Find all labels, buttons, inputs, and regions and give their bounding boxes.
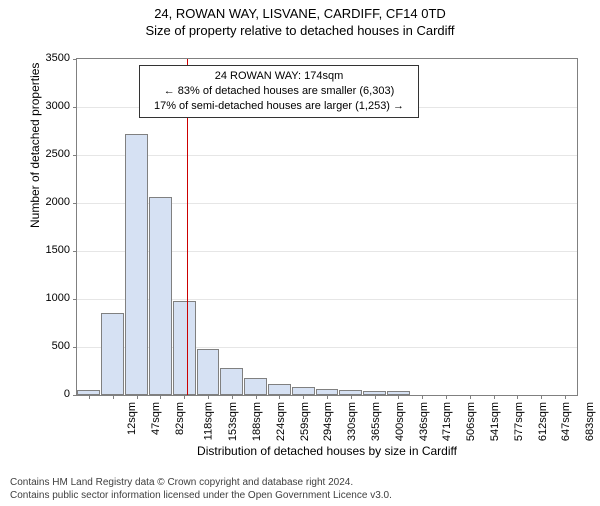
y-axis-label: Number of detached properties (28, 63, 42, 228)
xtick-mark (327, 395, 328, 399)
ytick-mark (73, 107, 77, 108)
xtick-label: 82sqm (174, 402, 186, 435)
xtick-mark (89, 395, 90, 399)
xtick-mark (113, 395, 114, 399)
xtick-mark (422, 395, 423, 399)
gridline (77, 155, 577, 156)
xtick-mark (279, 395, 280, 399)
xtick-mark (208, 395, 209, 399)
xtick-mark (398, 395, 399, 399)
x-axis-label: Distribution of detached houses by size … (76, 444, 578, 458)
xtick-label: 647sqm (561, 402, 573, 441)
xtick-mark (565, 395, 566, 399)
xtick-mark (351, 395, 352, 399)
footer-attribution: Contains HM Land Registry data © Crown c… (10, 477, 392, 502)
xtick-label: 224sqm (275, 402, 287, 441)
xtick-mark (184, 395, 185, 399)
ytick-mark (73, 395, 77, 396)
histogram-bar (220, 368, 243, 395)
xtick-label: 47sqm (150, 402, 162, 435)
plot-container: Number of detached properties 24 ROWAN W… (48, 58, 578, 428)
ytick-label: 3000 (46, 100, 70, 112)
xtick-mark (494, 395, 495, 399)
xtick-mark (232, 395, 233, 399)
chart-title: 24, ROWAN WAY, LISVANE, CARDIFF, CF14 0T… (0, 6, 600, 21)
histogram-bar (101, 313, 124, 395)
xtick-mark (375, 395, 376, 399)
annotation-line: ← 83% of detached houses are smaller (6,… (146, 84, 412, 99)
xtick-label: 153sqm (227, 402, 239, 441)
xtick-label: 612sqm (537, 402, 549, 441)
ytick-mark (73, 59, 77, 60)
footer-line2: Contains public sector information licen… (10, 490, 392, 503)
xtick-label: 471sqm (442, 402, 454, 441)
xtick-label: 577sqm (513, 402, 525, 441)
ytick-mark (73, 203, 77, 204)
ytick-mark (73, 299, 77, 300)
xtick-label: 188sqm (251, 402, 263, 441)
ytick-label: 1000 (46, 292, 70, 304)
xtick-mark (160, 395, 161, 399)
ytick-label: 0 (64, 388, 70, 400)
plot-area: 24 ROWAN WAY: 174sqm← 83% of detached ho… (76, 58, 578, 396)
histogram-bar (292, 387, 315, 395)
annotation-line: 24 ROWAN WAY: 174sqm (146, 69, 412, 84)
xtick-label: 400sqm (394, 402, 406, 441)
xtick-mark (256, 395, 257, 399)
ytick-label: 500 (52, 340, 70, 352)
xtick-mark (541, 395, 542, 399)
xtick-mark (446, 395, 447, 399)
ytick-mark (73, 251, 77, 252)
ytick-mark (73, 347, 77, 348)
ytick-label: 1500 (46, 244, 70, 256)
ytick-mark (73, 155, 77, 156)
ytick-label: 2500 (46, 148, 70, 160)
histogram-bar (149, 197, 172, 395)
xtick-mark (303, 395, 304, 399)
xtick-label: 118sqm (203, 402, 215, 440)
footer-line1: Contains HM Land Registry data © Crown c… (10, 477, 392, 490)
histogram-bar (125, 134, 148, 395)
annotation-box: 24 ROWAN WAY: 174sqm← 83% of detached ho… (139, 65, 419, 118)
xtick-label: 330sqm (346, 402, 358, 441)
annotation-line: 17% of semi-detached houses are larger (… (146, 99, 412, 114)
xtick-label: 506sqm (465, 402, 477, 441)
xtick-label: 365sqm (370, 402, 382, 441)
xtick-label: 541sqm (489, 402, 501, 441)
histogram-bar (197, 349, 220, 395)
chart-subtitle: Size of property relative to detached ho… (0, 23, 600, 38)
histogram-bar (268, 384, 291, 395)
ytick-label: 3500 (46, 52, 70, 64)
xtick-label: 259sqm (299, 402, 311, 441)
xtick-label: 436sqm (418, 402, 430, 441)
histogram-bar (173, 301, 196, 395)
histogram-bar (244, 378, 267, 395)
xtick-mark (470, 395, 471, 399)
xtick-mark (517, 395, 518, 399)
xtick-label: 683sqm (584, 402, 596, 441)
xtick-label: 294sqm (323, 402, 335, 441)
xtick-mark (137, 395, 138, 399)
xtick-label: 12sqm (126, 402, 138, 435)
ytick-label: 2000 (46, 196, 70, 208)
